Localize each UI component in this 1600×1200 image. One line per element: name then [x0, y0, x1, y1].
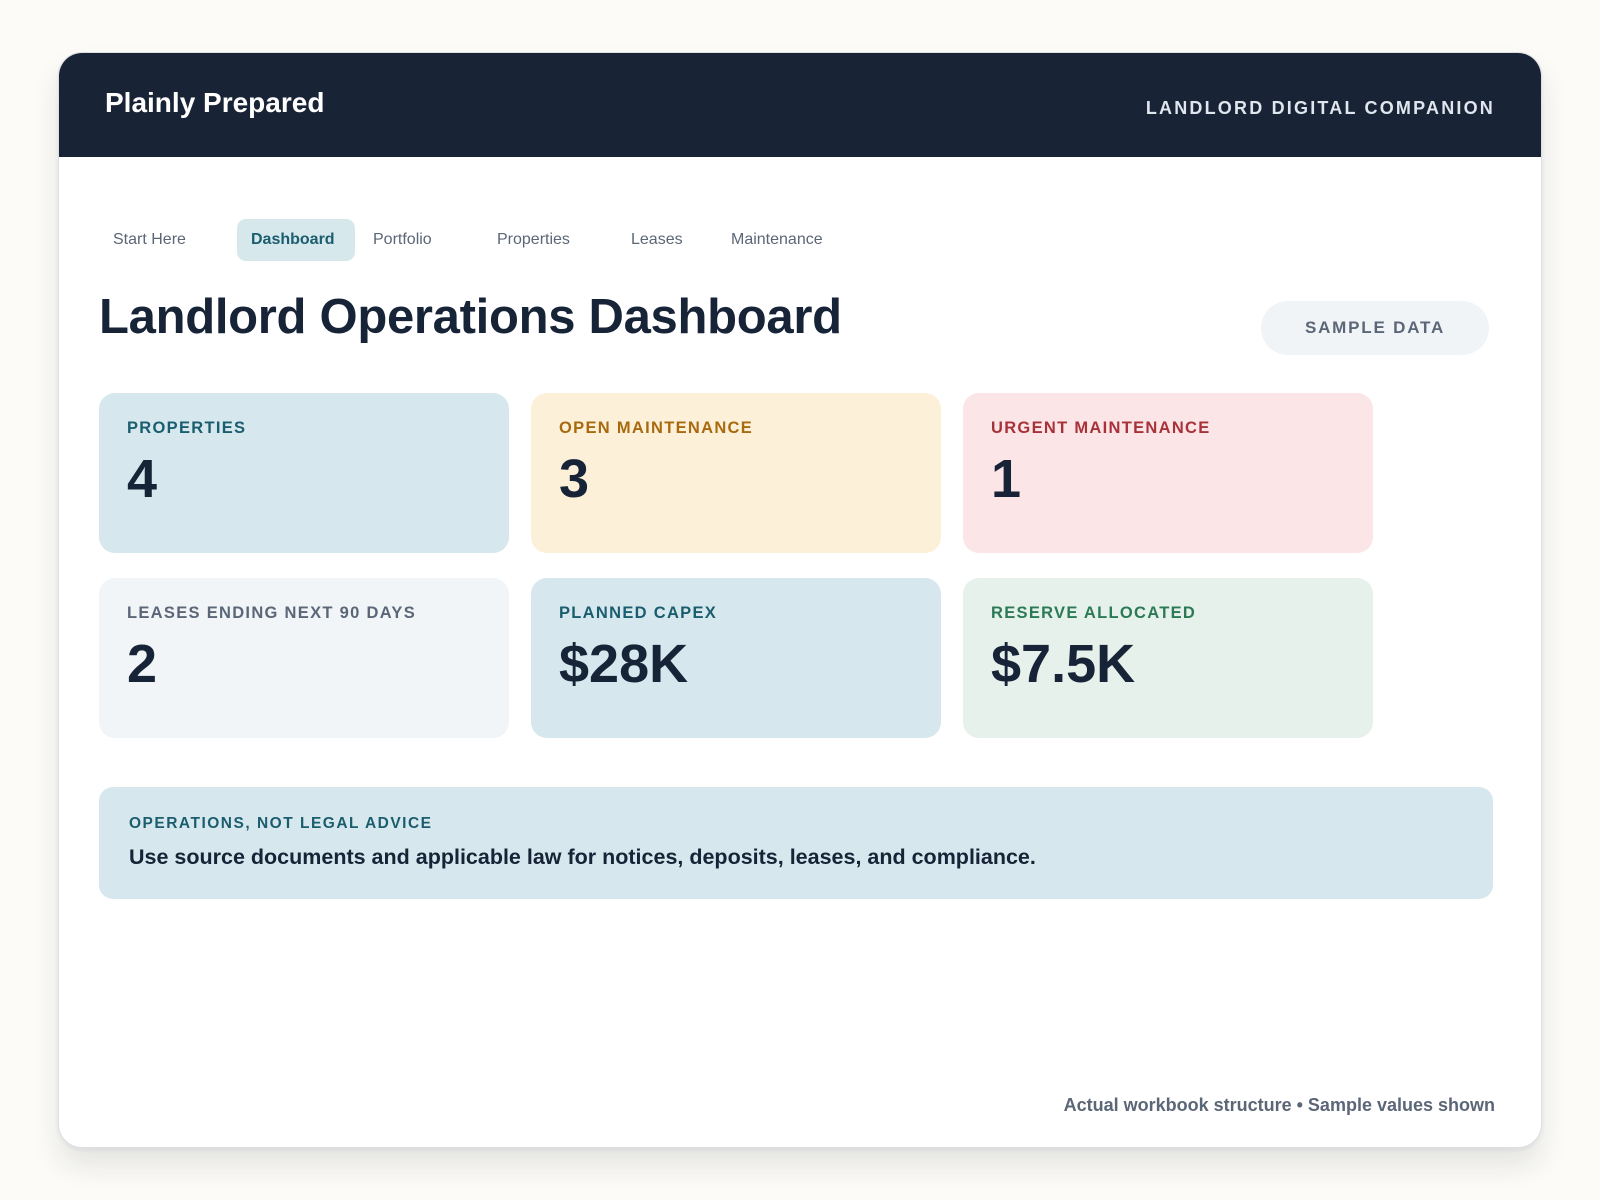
metric-card-urgent-maintenance: URGENT MAINTENANCE 1: [963, 393, 1373, 553]
notice-label: OPERATIONS, NOT LEGAL ADVICE: [129, 815, 433, 832]
legal-notice-banner: OPERATIONS, NOT LEGAL ADVICE Use source …: [99, 787, 1493, 899]
metric-label: PLANNED CAPEX: [559, 604, 718, 622]
metric-card-properties: PROPERTIES 4: [99, 393, 509, 553]
footer-note: Actual workbook structure • Sample value…: [1063, 1095, 1495, 1115]
top-bar: Plainly Prepared LANDLORD DIGITAL COMPAN…: [59, 53, 1541, 157]
tab-dashboard[interactable]: Dashboard: [237, 219, 355, 261]
metric-value: $28K: [559, 634, 689, 694]
tab-properties[interactable]: Properties: [497, 231, 570, 248]
tab-maintenance[interactable]: Maintenance: [731, 231, 823, 248]
tab-leases[interactable]: Leases: [631, 231, 683, 248]
metric-card-planned-capex: PLANNED CAPEX $28K: [531, 578, 941, 738]
notice-text: Use source documents and applicable law …: [129, 845, 1036, 869]
tab-portfolio[interactable]: Portfolio: [373, 231, 432, 248]
metric-card-reserve-allocated: RESERVE ALLOCATED $7.5K: [963, 578, 1373, 738]
app-window: Plainly Prepared LANDLORD DIGITAL COMPAN…: [58, 52, 1542, 1148]
metric-label: URGENT MAINTENANCE: [991, 419, 1211, 437]
brand-name: Plainly Prepared: [105, 87, 325, 118]
metric-card-open-maintenance: OPEN MAINTENANCE 3: [531, 393, 941, 553]
metric-label: RESERVE ALLOCATED: [991, 604, 1197, 622]
metric-label: PROPERTIES: [127, 419, 247, 437]
tab-start-here[interactable]: Start Here: [113, 231, 186, 248]
metric-value: 4: [127, 449, 158, 509]
metric-value: 3: [559, 449, 590, 509]
metric-card-leases-ending: LEASES ENDING NEXT 90 DAYS 2: [99, 578, 509, 738]
metric-value: 2: [127, 634, 158, 694]
product-tagline: LANDLORD DIGITAL COMPANION: [1145, 97, 1495, 118]
metric-value: $7.5K: [991, 634, 1136, 694]
sample-data-badge: SAMPLE DATA: [1261, 301, 1489, 355]
metric-value: 1: [991, 449, 1022, 509]
metric-label: OPEN MAINTENANCE: [559, 419, 754, 437]
metric-label: LEASES ENDING NEXT 90 DAYS: [127, 604, 417, 622]
page-title: Landlord Operations Dashboard: [99, 290, 842, 344]
tab-bar: Start Here Dashboard Portfolio Propertie…: [59, 219, 1541, 261]
